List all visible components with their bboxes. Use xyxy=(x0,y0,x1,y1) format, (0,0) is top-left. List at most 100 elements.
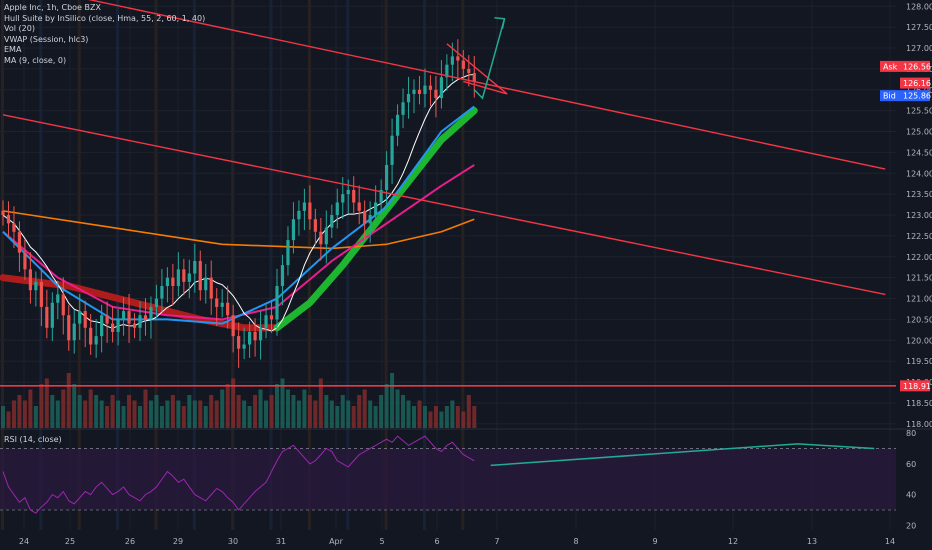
candle-body xyxy=(445,64,449,78)
candle-body xyxy=(313,219,317,232)
volume-bar xyxy=(22,400,27,428)
price-tags: Ask 126.56 126.16 Bid 125.86 118.91 xyxy=(880,60,931,392)
candle-body xyxy=(28,269,32,291)
candle-body xyxy=(346,189,350,195)
candle-body xyxy=(12,223,16,232)
ask-tag-bg xyxy=(900,60,930,72)
x-tick-label: 29 xyxy=(173,537,183,546)
candle-body xyxy=(237,336,241,349)
candle-body xyxy=(467,68,471,74)
volume-bar xyxy=(39,384,44,428)
candle-body xyxy=(89,327,93,345)
volume-bar xyxy=(472,406,477,428)
candle-body xyxy=(248,331,252,345)
y-tick-label: 125.50 xyxy=(906,107,932,116)
candle-body xyxy=(308,202,312,220)
candle-body xyxy=(374,202,378,216)
volume-bar xyxy=(159,406,164,428)
candle-body xyxy=(242,344,246,349)
volume-bar xyxy=(302,389,307,428)
volume-bars xyxy=(1,373,477,428)
candle-body xyxy=(450,56,454,65)
volume-bar xyxy=(406,400,411,428)
volume-bar xyxy=(412,406,416,428)
candle-body xyxy=(67,315,71,341)
candle-body xyxy=(193,260,197,274)
session-band xyxy=(307,0,311,530)
candle-body xyxy=(302,202,306,211)
candle-body xyxy=(461,60,465,69)
x-tick-label: 25 xyxy=(65,537,75,546)
candle-body xyxy=(17,231,22,253)
last-tag-value: 126.16 xyxy=(903,79,931,88)
session-band xyxy=(346,0,350,530)
volume-bar xyxy=(154,395,159,428)
last-tag-bg xyxy=(900,77,930,89)
y-tick-label: 127.00 xyxy=(906,44,932,53)
volume-bar xyxy=(198,400,203,428)
candle-body xyxy=(160,286,164,299)
rsi-tick-label: 80 xyxy=(906,429,916,438)
volume-bar xyxy=(264,400,269,428)
candle-body xyxy=(472,73,476,82)
candle-body xyxy=(335,202,339,216)
legend-ma[interactable]: MA (9, close, 0) xyxy=(4,55,67,65)
y-tick-label: 124.50 xyxy=(906,148,932,157)
candle-body xyxy=(127,311,131,324)
candle-body xyxy=(72,323,76,341)
legend-vol[interactable]: Vol (20) xyxy=(4,24,35,33)
candle-body xyxy=(149,306,153,320)
legend-symbol[interactable]: Apple Inc, 1h, Cboe BZX xyxy=(4,3,101,12)
ask-tag-value: 126.56 xyxy=(903,62,931,71)
volume-bar xyxy=(88,389,93,428)
volume-bar xyxy=(296,400,301,428)
legend-ema[interactable]: EMA xyxy=(4,45,22,54)
volume-bar xyxy=(428,411,433,428)
legend-hull[interactable]: Hull Suite by InSilico (close, Hma, 55, … xyxy=(4,13,206,23)
rsi-tick-label: 40 xyxy=(906,491,916,500)
session-band xyxy=(1,0,4,530)
candle-body xyxy=(352,189,356,203)
volume-bar xyxy=(225,384,230,428)
volume-bar xyxy=(231,378,236,428)
x-tick-label: 26 xyxy=(125,537,135,546)
volume-bar xyxy=(116,400,121,428)
volume-bar xyxy=(461,411,466,428)
volume-bar xyxy=(28,389,33,428)
legend-rsi[interactable]: RSI (14, close) xyxy=(4,435,62,444)
candle-body xyxy=(209,277,213,299)
candle-body xyxy=(23,252,27,270)
y-tick-label: 123.00 xyxy=(906,211,932,220)
x-tick-label: 30 xyxy=(228,537,238,546)
candle-body xyxy=(132,323,137,328)
ma-line xyxy=(2,73,475,332)
volume-bar xyxy=(433,406,438,428)
candle-body xyxy=(330,215,334,228)
projection-arrow xyxy=(473,18,506,100)
candle-body xyxy=(61,294,65,316)
projection-arrow-head xyxy=(494,17,506,29)
candle-body xyxy=(171,277,175,287)
y-tick-label: 127.50 xyxy=(906,23,932,32)
volume-bar xyxy=(138,406,142,428)
volume-bar xyxy=(17,395,22,428)
candle-body xyxy=(231,315,235,337)
session-band xyxy=(77,0,81,530)
session-band xyxy=(116,0,120,530)
volume-bar xyxy=(275,384,279,428)
candle-body xyxy=(176,269,180,287)
rsi-pane xyxy=(0,428,932,514)
volume-bar xyxy=(439,411,444,428)
candle-body xyxy=(341,194,345,203)
volume-bar xyxy=(72,384,77,428)
candle-body xyxy=(385,164,389,190)
candle-body xyxy=(105,315,109,324)
volume-bar xyxy=(192,400,197,428)
volume-bar xyxy=(148,400,153,428)
candle-body xyxy=(111,323,115,332)
rsi-projection-line xyxy=(490,443,875,467)
x-tick-label: 12 xyxy=(728,537,738,546)
candle-body xyxy=(319,231,323,245)
legend-vwap[interactable]: VWAP (Session, hlc3) xyxy=(4,34,89,44)
